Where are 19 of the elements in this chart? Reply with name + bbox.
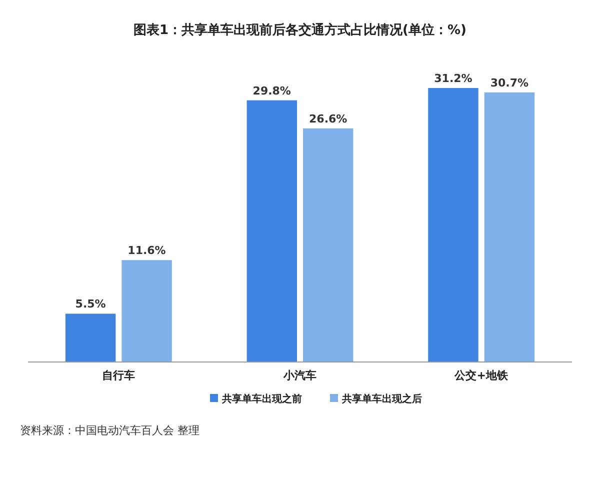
bar	[428, 88, 478, 362]
text: 资料来源：中国电动汽车百人会 整理	[20, 424, 200, 437]
x-tick-label: 自行车	[102, 369, 136, 382]
data-label: 11.6%	[128, 244, 166, 258]
bar	[246, 100, 297, 362]
bar	[303, 128, 354, 362]
data-label: 31.2%	[434, 72, 472, 85]
legend-label: 共享单车出现之前	[221, 393, 302, 405]
data-label: 5.5%	[75, 298, 106, 311]
legend-label: 共享单车出现之后	[341, 393, 422, 405]
data-label: 26.6%	[309, 112, 348, 126]
bar	[484, 92, 535, 362]
data-label: 30.7%	[490, 76, 529, 90]
chart-title: 图表1：共享单车出现前后各交通方式占比情况(单位：%)	[134, 22, 466, 38]
bar	[122, 260, 172, 362]
x-tick-label: 小汽车	[282, 369, 316, 382]
bar	[65, 314, 116, 362]
data-label: 29.8%	[252, 84, 291, 98]
x-tick-label: 公交+地铁	[454, 369, 509, 382]
